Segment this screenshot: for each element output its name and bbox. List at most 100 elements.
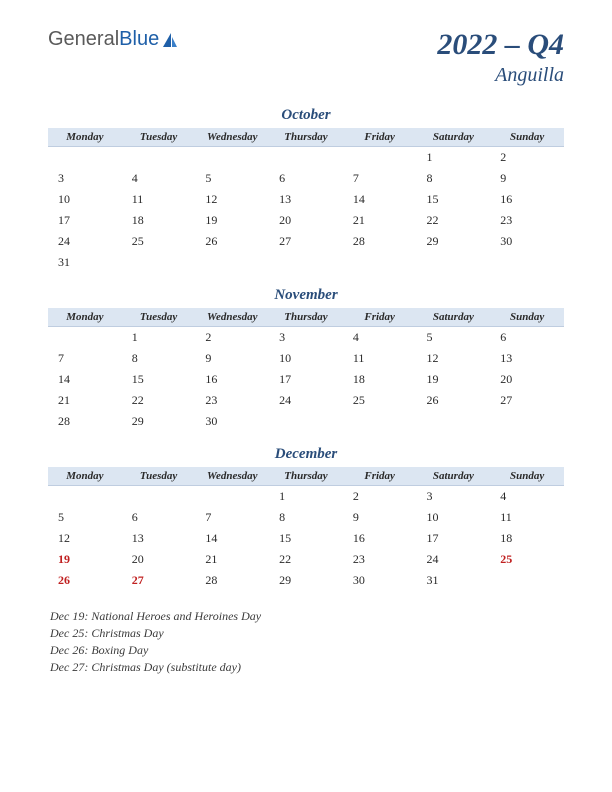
- calendar-cell: 8: [269, 507, 343, 528]
- day-header: Tuesday: [122, 467, 196, 486]
- calendar-cell: 14: [195, 528, 269, 549]
- calendar-cell: 30: [490, 231, 564, 252]
- calendar-cell: [343, 252, 417, 273]
- calendar-cell: 16: [195, 369, 269, 390]
- calendar-cell: 16: [343, 528, 417, 549]
- calendar-cell: 17: [48, 210, 122, 231]
- calendar-cell: 4: [122, 168, 196, 189]
- title-sub: Anguilla: [437, 64, 564, 87]
- calendar-cell: 2: [343, 486, 417, 508]
- holiday-notes: Dec 19: National Heroes and Heroines Day…: [48, 609, 564, 675]
- day-header: Sunday: [490, 467, 564, 486]
- calendar-cell: 3: [269, 327, 343, 349]
- calendar-cell: [122, 252, 196, 273]
- month-name: December: [48, 446, 564, 463]
- calendar-row: 21222324252627: [48, 390, 564, 411]
- calendar-table: MondayTuesdayWednesdayThursdayFridaySatu…: [48, 467, 564, 591]
- day-header: Thursday: [269, 467, 343, 486]
- calendar-cell: 19: [417, 369, 491, 390]
- calendar-cell: 27: [269, 231, 343, 252]
- calendar-row: 10111213141516: [48, 189, 564, 210]
- calendar-cell: 10: [48, 189, 122, 210]
- calendar-table: MondayTuesdayWednesdayThursdayFridaySatu…: [48, 308, 564, 432]
- calendar-cell: 28: [195, 570, 269, 591]
- calendar-cell: 7: [195, 507, 269, 528]
- calendar-cell: 15: [122, 369, 196, 390]
- calendar-cell: 20: [122, 549, 196, 570]
- day-header: Tuesday: [122, 308, 196, 327]
- calendar-cell: 27: [490, 390, 564, 411]
- calendar-cell: [343, 411, 417, 432]
- title-main: 2022 – Q4: [437, 28, 564, 62]
- calendars-container: OctoberMondayTuesdayWednesdayThursdayFri…: [48, 107, 564, 591]
- calendar-cell: 13: [122, 528, 196, 549]
- calendar-row: 282930: [48, 411, 564, 432]
- calendar-cell: 9: [490, 168, 564, 189]
- header: GeneralBlue 2022 – Q4 Anguilla: [48, 28, 564, 87]
- holiday-note: Dec 26: Boxing Day: [50, 643, 564, 658]
- day-header: Sunday: [490, 128, 564, 147]
- day-header: Friday: [343, 128, 417, 147]
- calendar-cell: 8: [122, 348, 196, 369]
- calendar-cell: [343, 147, 417, 169]
- calendar-cell: 3: [48, 168, 122, 189]
- calendar-cell: [490, 411, 564, 432]
- calendar-row: 262728293031: [48, 570, 564, 591]
- day-header: Wednesday: [195, 308, 269, 327]
- calendar-cell: [195, 147, 269, 169]
- calendar-cell: 9: [195, 348, 269, 369]
- calendar-row: 3456789: [48, 168, 564, 189]
- calendar-cell: [122, 486, 196, 508]
- calendar-cell: 13: [269, 189, 343, 210]
- calendar-row: 1234: [48, 486, 564, 508]
- day-header: Wednesday: [195, 128, 269, 147]
- calendar-cell: 12: [48, 528, 122, 549]
- calendar-cell: 19: [195, 210, 269, 231]
- day-header: Monday: [48, 467, 122, 486]
- calendar-row: 19202122232425: [48, 549, 564, 570]
- calendar-cell: 30: [343, 570, 417, 591]
- calendar-cell: 23: [490, 210, 564, 231]
- calendar-row: 14151617181920: [48, 369, 564, 390]
- calendar-cell: 7: [343, 168, 417, 189]
- calendar-cell: [48, 327, 122, 349]
- holiday-note: Dec 19: National Heroes and Heroines Day: [50, 609, 564, 624]
- calendar-cell: [48, 147, 122, 169]
- calendar-cell: 18: [122, 210, 196, 231]
- calendar-cell: [417, 411, 491, 432]
- day-header: Saturday: [417, 308, 491, 327]
- day-header: Sunday: [490, 308, 564, 327]
- calendar-row: 567891011: [48, 507, 564, 528]
- calendar-cell: 24: [269, 390, 343, 411]
- calendar-cell: 1: [417, 147, 491, 169]
- calendar-cell: 21: [195, 549, 269, 570]
- day-header: Monday: [48, 128, 122, 147]
- calendar-cell: 18: [490, 528, 564, 549]
- calendar-cell: 11: [490, 507, 564, 528]
- calendar-row: 123456: [48, 327, 564, 349]
- month-name: October: [48, 107, 564, 124]
- day-header: Friday: [343, 467, 417, 486]
- calendar-cell: [195, 486, 269, 508]
- calendar-cell: 25: [343, 390, 417, 411]
- calendar-cell: 27: [122, 570, 196, 591]
- calendar-cell: 31: [48, 252, 122, 273]
- calendar-cell: 2: [195, 327, 269, 349]
- day-header: Thursday: [269, 308, 343, 327]
- logo-sail-icon: [161, 31, 179, 49]
- calendar-row: 24252627282930: [48, 231, 564, 252]
- calendar-table: MondayTuesdayWednesdayThursdayFridaySatu…: [48, 128, 564, 273]
- calendar-cell: 12: [417, 348, 491, 369]
- calendar-cell: 5: [195, 168, 269, 189]
- calendar-cell: 10: [417, 507, 491, 528]
- calendar-row: 17181920212223: [48, 210, 564, 231]
- calendar-cell: 31: [417, 570, 491, 591]
- calendar-cell: 6: [269, 168, 343, 189]
- calendar-cell: 20: [490, 369, 564, 390]
- calendar-cell: 28: [343, 231, 417, 252]
- logo-text-general: General: [48, 28, 119, 51]
- day-header: Tuesday: [122, 128, 196, 147]
- day-header: Friday: [343, 308, 417, 327]
- month-block: December MondayTuesdayWednesdayThursdayFr…: [48, 446, 564, 591]
- logo: GeneralBlue: [48, 28, 179, 51]
